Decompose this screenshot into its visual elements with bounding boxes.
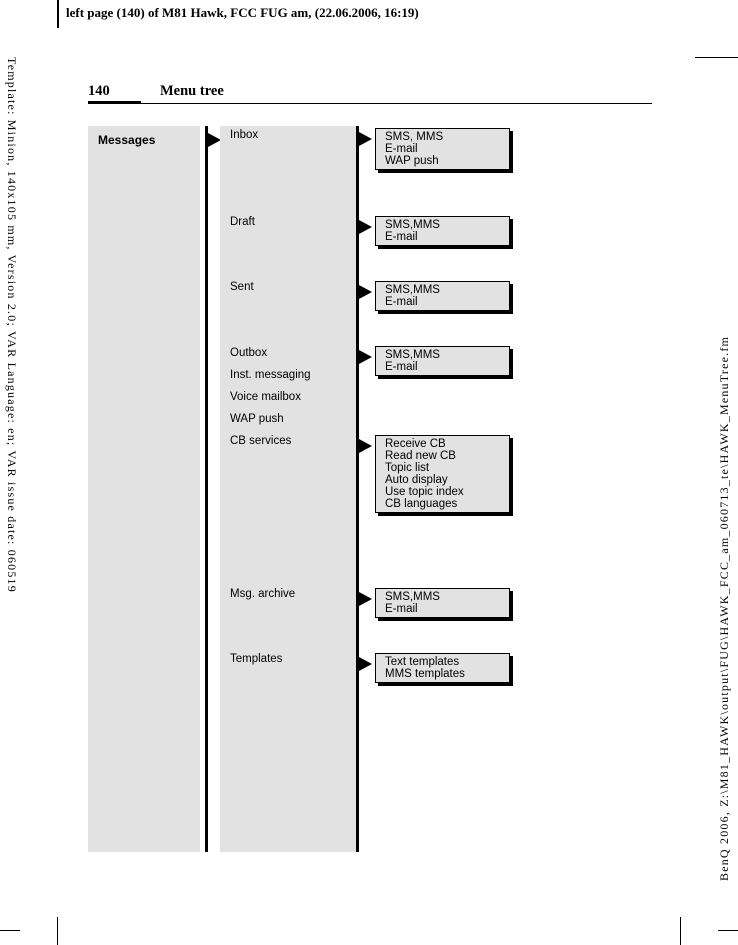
level2-connector-line bbox=[356, 126, 359, 852]
page-number: 140 bbox=[88, 83, 110, 99]
arrow-right-icon bbox=[359, 592, 372, 606]
running-header: left page (140) of M81 Hawk, FCC FUG am,… bbox=[66, 5, 419, 20]
submenu-box-draft: SMS,MMS E-mail bbox=[375, 216, 510, 246]
arrow-right-icon bbox=[359, 285, 372, 299]
submenu-entry: Use topic index bbox=[385, 486, 464, 498]
submenu-entry: E-mail bbox=[385, 603, 418, 615]
menu-item-cb-services: CB services bbox=[230, 435, 292, 447]
crop-mark-bottom-right-v bbox=[680, 917, 681, 945]
crop-mark-top-left bbox=[57, 0, 59, 28]
menu-root-box: Messages bbox=[88, 126, 200, 852]
menu-item-sent: Sent bbox=[230, 281, 254, 293]
submenu-entry: SMS,MMS bbox=[385, 219, 440, 231]
submenu-box-templates: Text templates MMS templates bbox=[375, 653, 510, 683]
crop-mark-top-right bbox=[695, 57, 738, 58]
submenu-entry: Receive CB bbox=[385, 438, 446, 450]
menu-item-templates: Templates bbox=[230, 653, 283, 665]
submenu-entry: SMS,MMS bbox=[385, 591, 440, 603]
left-margin-note: Template: Minion, 140x105 mm, Version 2.… bbox=[5, 57, 19, 593]
menu-item-wap-push: WAP push bbox=[230, 413, 284, 425]
level1-connector-line bbox=[205, 126, 208, 852]
menu-item-voice-mailbox: Voice mailbox bbox=[230, 391, 301, 403]
submenu-entry: E-mail bbox=[385, 296, 418, 308]
submenu-box-outbox: SMS,MMS E-mail bbox=[375, 346, 510, 376]
submenu-entry: Topic list bbox=[385, 462, 430, 474]
crop-mark-bottom-left-v bbox=[57, 917, 58, 945]
submenu-entry: E-mail bbox=[385, 143, 418, 155]
menu-item-outbox: Outbox bbox=[230, 347, 268, 359]
submenu-box-sent: SMS,MMS E-mail bbox=[375, 281, 510, 311]
arrow-right-icon bbox=[359, 439, 372, 453]
crop-mark-bottom-right-h bbox=[718, 930, 738, 931]
arrow-right-icon bbox=[359, 132, 372, 146]
menu-item-inst-messaging: Inst. messaging bbox=[230, 369, 311, 381]
heading-rule-thick bbox=[88, 101, 141, 104]
submenu-entry: SMS, MMS bbox=[385, 131, 444, 143]
arrow-right-icon bbox=[359, 220, 372, 234]
submenu-entry: E-mail bbox=[385, 361, 418, 373]
submenu-entry: Text templates bbox=[385, 656, 460, 668]
submenu-entry: E-mail bbox=[385, 231, 418, 243]
heading-rule-thin bbox=[141, 103, 652, 104]
menu-root-label: Messages bbox=[98, 133, 156, 147]
arrow-right-icon bbox=[359, 657, 372, 671]
arrow-right-icon bbox=[359, 350, 372, 364]
submenu-entry: WAP push bbox=[385, 155, 439, 167]
submenu-box-cb-services: Receive CB Read new CB Topic list Auto d… bbox=[375, 435, 510, 513]
menu-item-msg-archive: Msg. archive bbox=[230, 588, 296, 600]
submenu-entry: MMS templates bbox=[385, 668, 465, 680]
submenu-entry: SMS,MMS bbox=[385, 284, 440, 296]
submenu-box-msg-archive: SMS,MMS E-mail bbox=[375, 588, 510, 618]
submenu-entry: Auto display bbox=[385, 474, 448, 486]
menu-item-inbox: Inbox bbox=[230, 129, 259, 141]
page-title: Menu tree bbox=[160, 83, 224, 99]
submenu-entry: CB languages bbox=[385, 498, 458, 510]
crop-mark-bottom-left-h bbox=[0, 930, 20, 931]
menu-item-draft: Draft bbox=[230, 216, 255, 228]
right-margin-note: BenQ 2006, Z:\M81_HAWK\output\FUG\HAWK_F… bbox=[717, 335, 731, 881]
submenu-entry: SMS,MMS bbox=[385, 349, 440, 361]
arrow-right-icon bbox=[208, 133, 221, 147]
submenu-entry: Read new CB bbox=[385, 450, 456, 462]
submenu-box-inbox: SMS, MMS E-mail WAP push bbox=[375, 128, 510, 170]
menu-level2-box bbox=[220, 126, 356, 852]
